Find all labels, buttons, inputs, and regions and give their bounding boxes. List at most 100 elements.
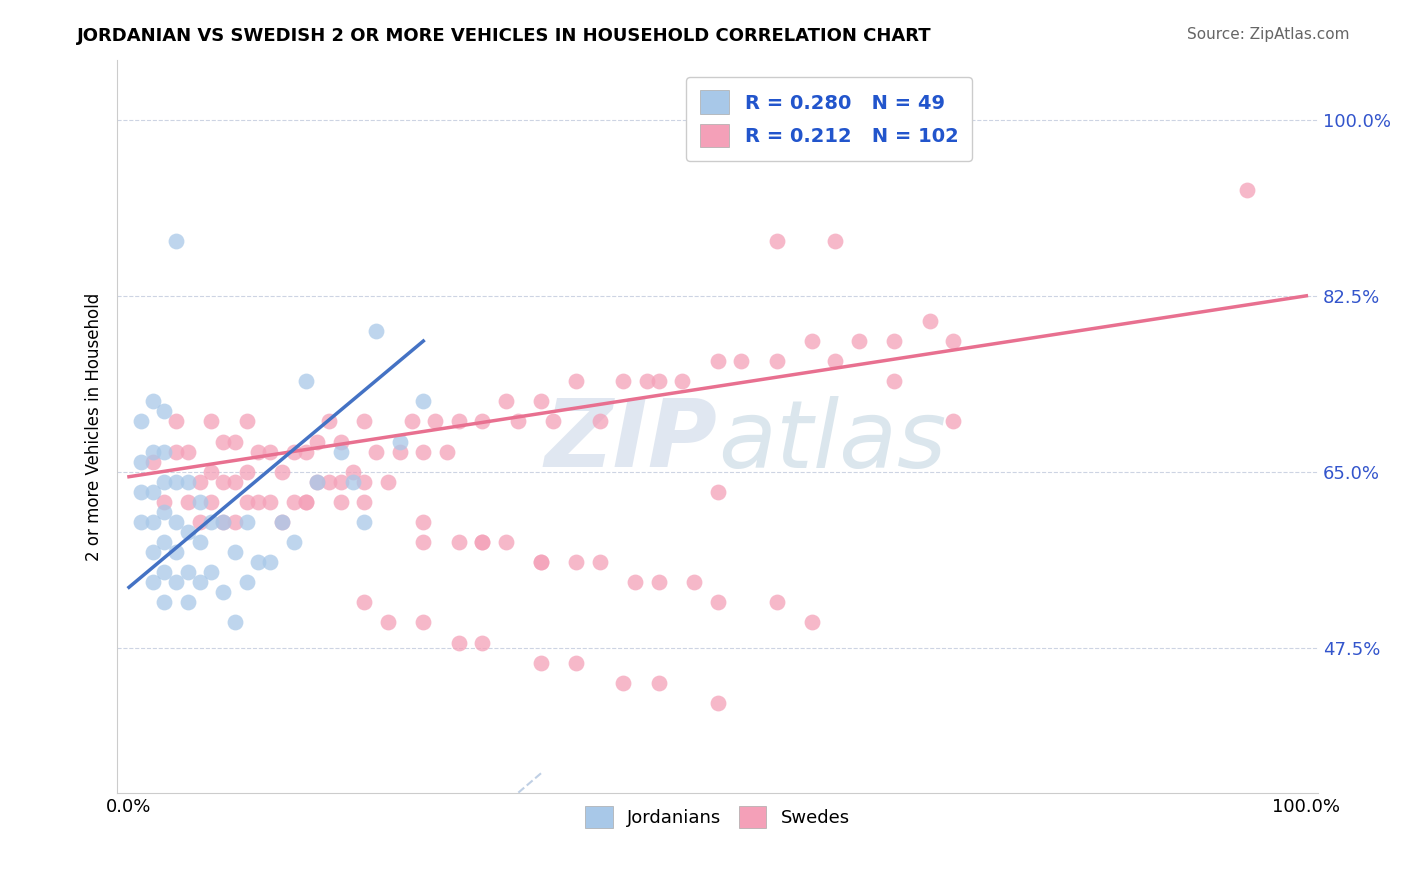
Point — [765, 354, 787, 368]
Point — [353, 515, 375, 529]
Point — [706, 354, 728, 368]
Point — [342, 475, 364, 489]
Point — [188, 495, 211, 509]
Point — [683, 575, 706, 590]
Point — [141, 455, 163, 469]
Point — [129, 455, 152, 469]
Text: JORDANIAN VS SWEDISH 2 OR MORE VEHICLES IN HOUSEHOLD CORRELATION CHART: JORDANIAN VS SWEDISH 2 OR MORE VEHICLES … — [77, 27, 932, 45]
Point — [648, 575, 671, 590]
Point — [212, 515, 235, 529]
Point — [153, 495, 176, 509]
Point — [800, 334, 823, 348]
Point — [283, 535, 305, 549]
Point — [412, 444, 434, 458]
Point — [224, 475, 246, 489]
Point — [212, 585, 235, 599]
Point — [942, 414, 965, 428]
Point — [307, 434, 329, 449]
Point — [636, 374, 658, 388]
Point — [765, 595, 787, 609]
Point — [235, 575, 257, 590]
Point — [259, 495, 281, 509]
Point — [153, 444, 176, 458]
Point — [177, 566, 200, 580]
Point — [800, 615, 823, 630]
Point — [671, 374, 693, 388]
Point — [177, 495, 200, 509]
Point — [177, 524, 200, 539]
Point — [730, 354, 752, 368]
Point — [353, 595, 375, 609]
Point — [235, 414, 257, 428]
Point — [188, 575, 211, 590]
Point — [918, 314, 941, 328]
Point — [353, 475, 375, 489]
Point — [624, 575, 647, 590]
Text: atlas: atlas — [717, 396, 946, 487]
Point — [165, 234, 187, 248]
Point — [329, 434, 352, 449]
Point — [353, 495, 375, 509]
Point — [129, 414, 152, 428]
Point — [224, 545, 246, 559]
Point — [200, 495, 222, 509]
Point — [165, 414, 187, 428]
Point — [294, 495, 316, 509]
Point — [247, 495, 270, 509]
Point — [706, 696, 728, 710]
Point — [530, 394, 553, 409]
Point — [589, 414, 612, 428]
Point — [224, 434, 246, 449]
Point — [141, 575, 163, 590]
Point — [329, 475, 352, 489]
Point — [506, 414, 529, 428]
Point — [883, 334, 905, 348]
Point — [329, 444, 352, 458]
Point — [530, 555, 553, 569]
Point — [412, 535, 434, 549]
Point — [259, 444, 281, 458]
Point — [153, 404, 176, 418]
Point — [824, 234, 846, 248]
Point — [153, 475, 176, 489]
Point — [848, 334, 870, 348]
Point — [447, 535, 470, 549]
Point — [188, 515, 211, 529]
Point — [235, 495, 257, 509]
Point — [612, 374, 634, 388]
Point — [141, 444, 163, 458]
Point — [565, 555, 588, 569]
Point — [942, 334, 965, 348]
Point — [541, 414, 564, 428]
Point — [165, 545, 187, 559]
Point — [495, 535, 517, 549]
Point — [471, 535, 494, 549]
Point — [188, 475, 211, 489]
Point — [318, 475, 340, 489]
Point — [1236, 183, 1258, 197]
Point — [283, 444, 305, 458]
Text: ZIP: ZIP — [544, 395, 717, 487]
Point — [471, 414, 494, 428]
Point — [765, 234, 787, 248]
Point — [530, 656, 553, 670]
Point — [153, 505, 176, 519]
Point — [177, 595, 200, 609]
Point — [271, 465, 294, 479]
Point — [165, 575, 187, 590]
Point — [388, 444, 411, 458]
Point — [589, 555, 612, 569]
Point — [307, 475, 329, 489]
Point — [283, 495, 305, 509]
Text: Source: ZipAtlas.com: Source: ZipAtlas.com — [1187, 27, 1350, 42]
Point — [377, 475, 399, 489]
Point — [200, 465, 222, 479]
Point — [153, 566, 176, 580]
Point — [377, 615, 399, 630]
Point — [259, 555, 281, 569]
Point — [436, 444, 458, 458]
Point — [366, 324, 388, 338]
Point — [177, 475, 200, 489]
Point — [565, 656, 588, 670]
Point — [495, 394, 517, 409]
